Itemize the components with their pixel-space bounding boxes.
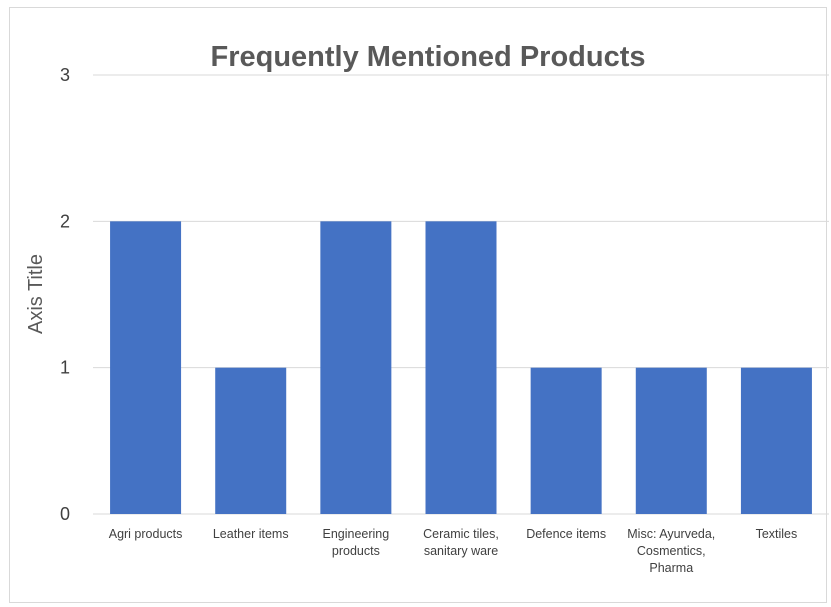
bar (110, 221, 182, 515)
bar (530, 367, 602, 514)
y-tick-label: 0 (60, 504, 70, 524)
y-tick-label: 2 (60, 211, 70, 231)
bar (740, 367, 812, 514)
bar (425, 221, 497, 515)
bars (110, 221, 812, 515)
x-tick-label: Engineering products (322, 527, 389, 558)
x-tick-label: Textiles (756, 527, 798, 541)
x-tick-label: Leather items (213, 527, 289, 541)
y-tick-labels: 0 1 2 3 (60, 65, 70, 524)
y-tick-label: 3 (60, 65, 70, 85)
y-axis-title: Axis Title (25, 254, 47, 334)
chart-frame (9, 7, 827, 603)
chart-title: Frequently Mentioned Products (210, 41, 645, 73)
x-tick-label: Misc: Ayurveda, Cosmentics, Pharma (627, 527, 715, 575)
y-tick-label: 1 (60, 358, 70, 378)
x-tick-label: Agri products (109, 527, 183, 541)
bar (635, 367, 707, 514)
x-tick-labels: Agri products Leather items Engineering pro… (109, 527, 798, 575)
x-tick-label: Defence items (526, 527, 606, 541)
x-tick-label: Ceramic tiles, sanitary ware (423, 527, 499, 558)
bar (215, 367, 287, 514)
bar (320, 221, 392, 515)
